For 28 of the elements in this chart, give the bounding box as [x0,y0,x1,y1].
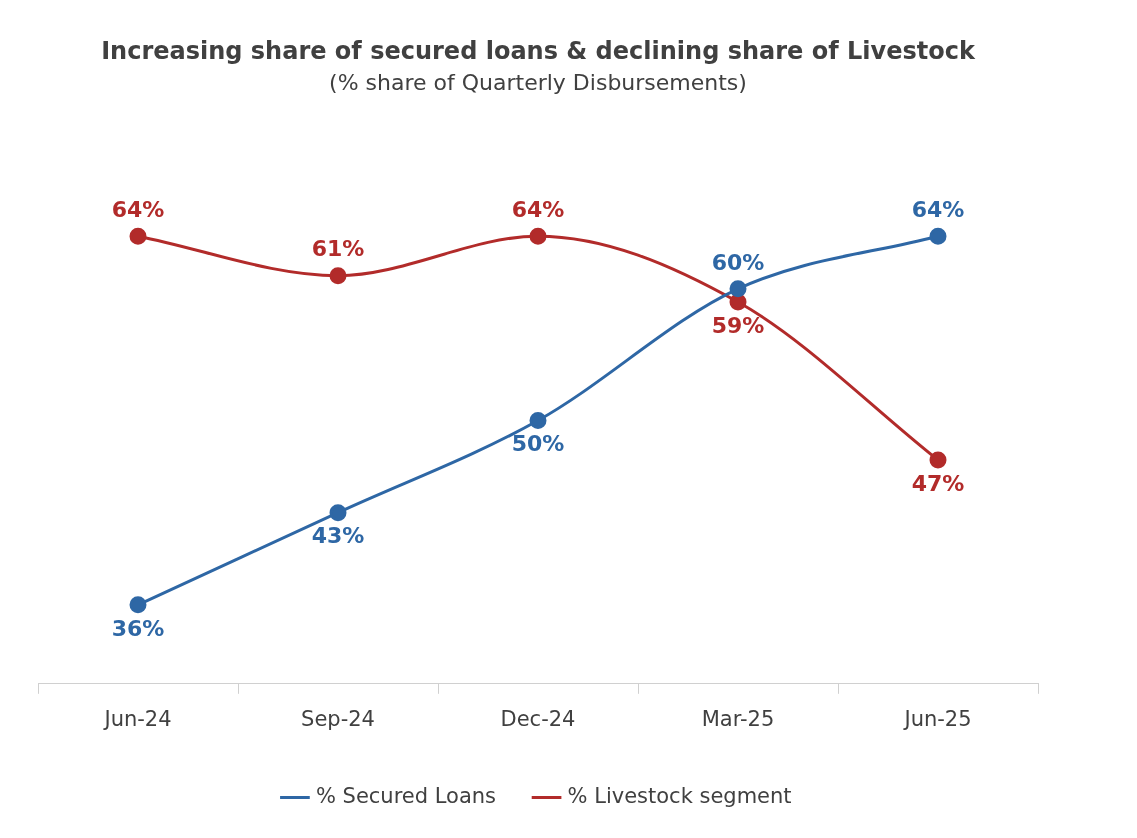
x-tick-label: Dec-24 [500,706,576,731]
point [129,227,147,245]
data-label: 64% [111,196,165,222]
data-label: 60% [711,249,765,275]
x-tick-label: Mar-25 [701,706,775,731]
legend-label: % Livestock segment [567,783,792,808]
point [529,412,547,429]
data-label: 61% [311,236,365,262]
point [929,227,947,245]
data-label: 64% [911,196,965,222]
x-tick-label: Jun-24 [102,706,172,731]
legend-label: % Secured Loans [315,783,497,808]
point [329,267,347,285]
point [129,596,147,614]
data-label: 64% [511,196,565,222]
x-tick-label: Sep-24 [301,706,375,731]
x-tick-label: Jun-25 [902,706,972,731]
point [729,280,747,298]
point [929,451,947,469]
data-label: 59% [711,312,765,338]
data-label: 36% [111,615,165,641]
point [529,227,547,245]
data-label: 43% [311,523,365,549]
point [329,504,347,522]
data-label: 50% [511,431,565,457]
data-label: 47% [911,470,965,496]
chart-subtitle: (% share of Quarterly Disbursements) [329,69,747,95]
chart-title: Increasing share of secured loans & declining share of Livestock [101,36,976,65]
